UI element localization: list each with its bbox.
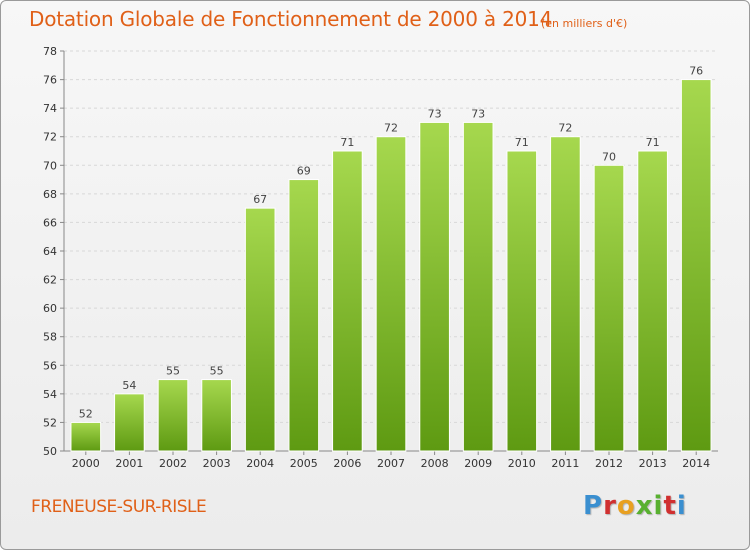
x-tick-label: 2008: [421, 457, 449, 470]
bar: [462, 121, 494, 452]
value-label: 55: [210, 365, 224, 378]
bar: [637, 150, 668, 452]
y-tick-label: 74: [43, 102, 57, 115]
x-tick-label: 2014: [682, 457, 710, 470]
logo-letter: i: [676, 491, 687, 521]
logo-letter: r: [603, 491, 617, 521]
x-tick-label: 2001: [115, 457, 143, 470]
value-label: 71: [646, 136, 660, 149]
value-label: 54: [122, 379, 136, 392]
value-label: 73: [428, 107, 442, 120]
chart-title: Dotation Globale de Fonctionnement de 20…: [29, 7, 553, 31]
value-label: 72: [558, 122, 572, 135]
bar: [506, 150, 538, 452]
y-tick-label: 66: [43, 216, 57, 229]
bar: [375, 136, 407, 452]
y-tick-label: 78: [43, 45, 57, 58]
y-tick-label: 62: [43, 274, 57, 287]
value-label: 71: [515, 136, 529, 149]
logo-letter: t: [663, 491, 677, 521]
x-tick-label: 2009: [464, 457, 492, 470]
x-tick-label: 2002: [159, 457, 187, 470]
bar: [70, 421, 102, 452]
bar: [332, 150, 363, 452]
logo-letter: i: [653, 491, 664, 521]
logo-letter: P: [583, 491, 604, 521]
x-tick-label: 2010: [508, 457, 536, 470]
y-tick-label: 52: [43, 416, 57, 429]
bar: [593, 164, 625, 452]
x-tick-label: 2006: [333, 457, 361, 470]
bar: [288, 179, 320, 452]
y-tick-label: 64: [43, 245, 57, 258]
x-tick-label: 2007: [377, 457, 405, 470]
value-label: 76: [689, 65, 703, 78]
logo-letter: o: [616, 491, 636, 521]
bar: [680, 79, 712, 452]
x-tick-labels: 2000 2001 2002 2003 2004 2005 2006 2007 2008 2009…: [72, 457, 710, 470]
value-label: 69: [297, 165, 311, 178]
bar: [550, 136, 581, 452]
y-tick-label: 70: [43, 159, 57, 172]
proxiti-logo: Proxiti: [583, 491, 687, 521]
y-tick-label: 58: [43, 331, 57, 344]
y-tick-label: 56: [43, 359, 57, 372]
bar: [419, 121, 450, 452]
value-label: 73: [471, 107, 485, 120]
value-label: 55: [166, 365, 180, 378]
x-tick-label: 2003: [203, 457, 231, 470]
x-tick-label: 2000: [72, 457, 100, 470]
value-label: 52: [79, 407, 93, 420]
bar: [157, 379, 189, 452]
bar: [244, 207, 276, 452]
value-label: 72: [384, 122, 398, 135]
y-tick-label: 50: [43, 445, 57, 458]
value-label: 67: [253, 193, 267, 206]
logo-letter: x: [635, 491, 654, 521]
x-tick-label: 2004: [246, 457, 274, 470]
y-tick-label: 76: [43, 74, 57, 87]
x-tick-label: 2013: [639, 457, 667, 470]
commune-name: FRENEUSE-SUR-RISLE: [31, 497, 207, 517]
value-labels: 52 54 55 55 67 69 71 72 73 73 71 72 70 71 76: [79, 65, 703, 421]
y-tick-labels: 50 52 54 56 58 60 62 64 66 68 70 72 74 76 78: [43, 45, 57, 458]
x-tick-label: 2005: [290, 457, 318, 470]
y-tick-label: 68: [43, 188, 57, 201]
y-tick-label: 54: [43, 388, 57, 401]
value-label: 70: [602, 150, 616, 163]
y-tick-label: 60: [43, 302, 57, 315]
bar: [114, 393, 145, 452]
bar: [201, 379, 232, 452]
value-label: 71: [340, 136, 354, 149]
x-tick-label: 2012: [595, 457, 623, 470]
x-tick-label: 2011: [551, 457, 579, 470]
bars: [70, 79, 712, 452]
y-tick-label: 72: [43, 131, 57, 144]
chart-subtitle: (en milliers d'€): [541, 17, 628, 30]
